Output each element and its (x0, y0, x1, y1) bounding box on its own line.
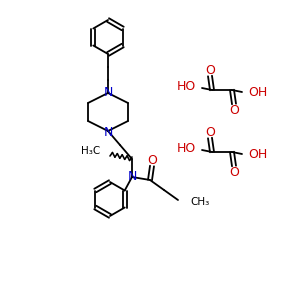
Text: N: N (103, 125, 113, 139)
Text: O: O (205, 125, 215, 139)
Text: O: O (147, 154, 157, 166)
Text: N: N (103, 85, 113, 98)
Text: N: N (127, 170, 137, 184)
Text: OH: OH (248, 86, 267, 100)
Text: O: O (205, 64, 215, 76)
Text: HO: HO (177, 142, 196, 155)
Text: OH: OH (248, 148, 267, 161)
Text: CH₃: CH₃ (190, 197, 209, 207)
Text: O: O (229, 103, 239, 116)
Text: HO: HO (177, 80, 196, 94)
Text: O: O (229, 166, 239, 178)
Text: H₃C: H₃C (81, 146, 100, 156)
